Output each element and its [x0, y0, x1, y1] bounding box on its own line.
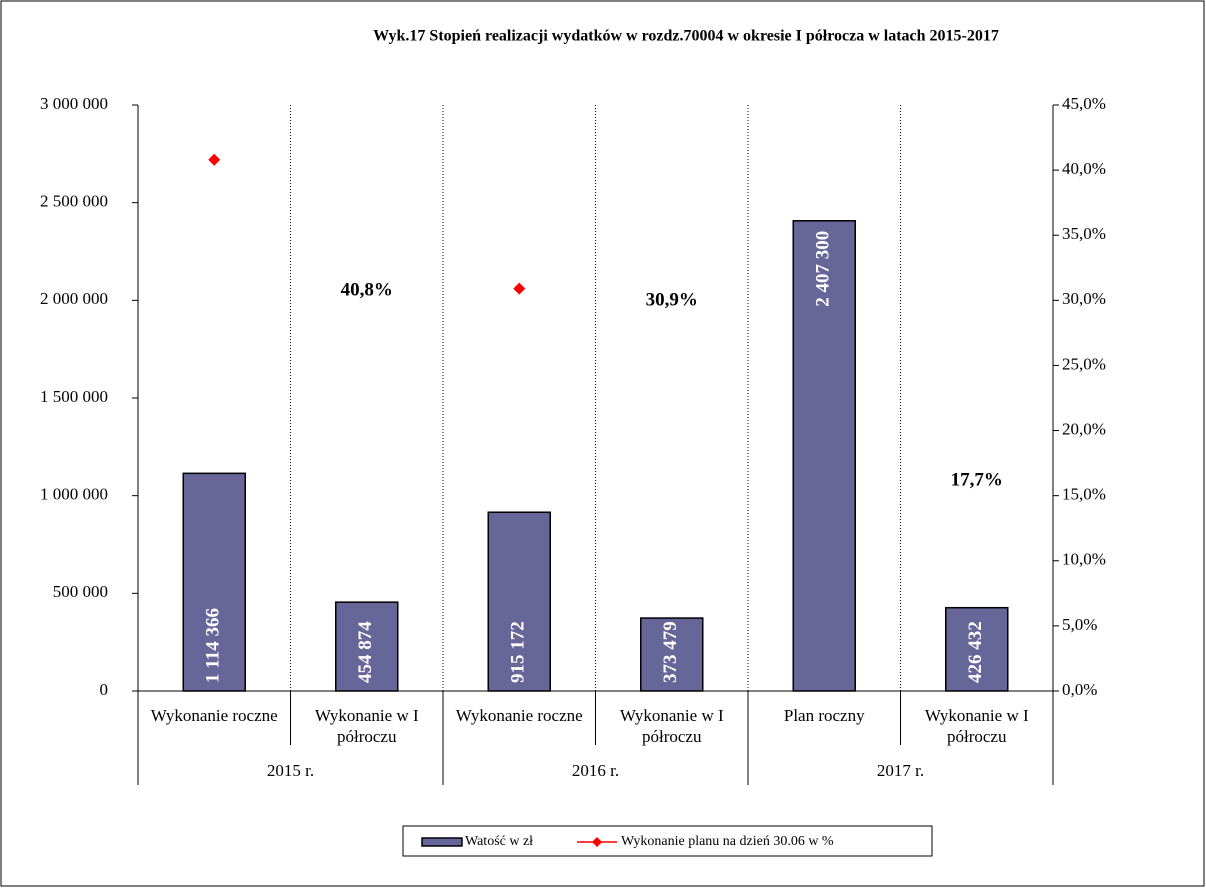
bar — [640, 617, 704, 692]
line-marker — [208, 153, 221, 166]
y-tick-label: 2 500 000 — [40, 192, 108, 211]
bar — [487, 511, 551, 692]
x-tick-label: Plan roczny — [783, 706, 865, 725]
y2-tick-label: 40,0% — [1062, 159, 1106, 178]
line-marker — [513, 282, 526, 295]
legend-label: Watość w zł — [465, 834, 533, 849]
bar-value-label: 915 172 — [508, 621, 529, 683]
legend-swatch — [421, 837, 463, 847]
y-tick-label: 3 000 000 — [40, 94, 108, 113]
bar-value-label: 2 407 300 — [813, 231, 834, 307]
x-tick-label: Wykonanie roczne — [455, 706, 583, 725]
y2-tick-label: 30,0% — [1062, 289, 1106, 308]
y2-tick-label: 35,0% — [1062, 224, 1106, 243]
y-tick-label: 0 — [100, 680, 109, 699]
y2-tick-label: 5,0% — [1062, 615, 1097, 634]
annotation: 30,9% — [646, 289, 698, 310]
bar-value-label: 454 874 — [355, 621, 376, 683]
chart-title: Wyk.17 Stopień realizacji wydatków w roz… — [373, 28, 999, 45]
y2-tick-label: 10,0% — [1062, 550, 1106, 569]
legend-label: Wykonanie planu na dzień 30.06 w % — [621, 834, 834, 849]
x-tick-label: Wykonanie w I półroczu — [924, 706, 1029, 746]
group-label: 2017 r. — [876, 761, 925, 780]
y-tick-label: 2 000 000 — [40, 289, 108, 308]
legend-marker — [592, 837, 602, 847]
bar-value-label: 373 479 — [660, 621, 681, 683]
annotation: 40,8% — [341, 279, 393, 300]
y2-tick-label: 0,0% — [1062, 680, 1097, 699]
bar — [792, 220, 856, 692]
y-tick-label: 1 000 000 — [40, 485, 108, 504]
group-label: 2016 r. — [571, 761, 620, 780]
annotation: 17,7% — [951, 469, 1003, 490]
legend-box — [402, 825, 933, 857]
y2-tick-label: 20,0% — [1062, 419, 1106, 438]
y2-tick-label: 45,0% — [1062, 94, 1106, 113]
x-tick-label: Wykonanie roczne — [150, 706, 278, 725]
x-tick-label: Wykonanie w I półroczu — [619, 706, 724, 746]
y-tick-label: 1 500 000 — [40, 387, 108, 406]
bar-value-label: 426 432 — [965, 621, 986, 683]
y2-tick-label: 15,0% — [1062, 485, 1106, 504]
bar — [182, 472, 246, 692]
x-tick-label: Wykonanie w I półroczu — [314, 706, 419, 746]
y-tick-label: 500 000 — [53, 582, 108, 601]
group-label: 2015 r. — [266, 761, 315, 780]
y2-tick-label: 25,0% — [1062, 354, 1106, 373]
bar-value-label: 1 114 366 — [203, 608, 224, 683]
